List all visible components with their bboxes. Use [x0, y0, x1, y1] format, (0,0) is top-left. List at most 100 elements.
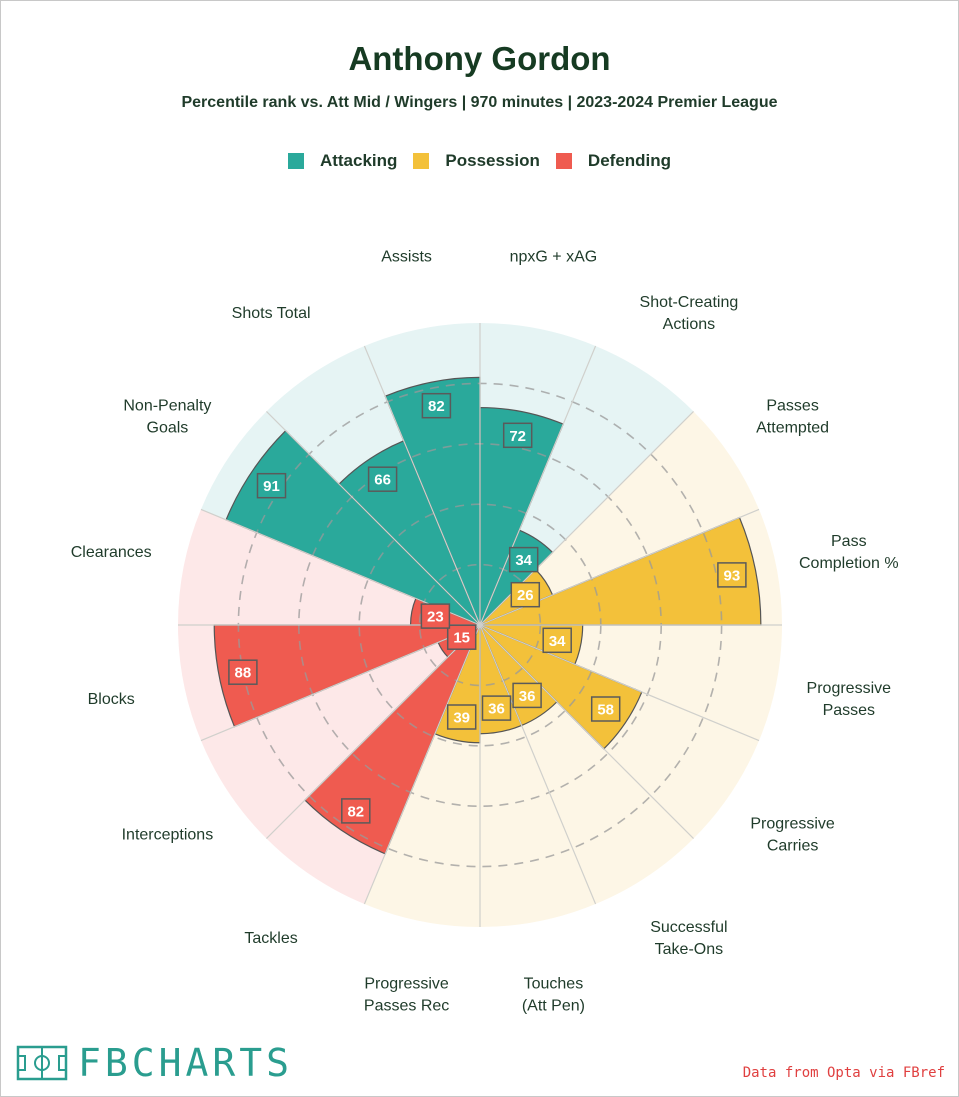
value-text: 82	[428, 398, 445, 415]
value-text: 58	[597, 702, 614, 719]
value-text: 26	[517, 587, 534, 604]
metric-label-progressive-passes-rec: Progressive Passes Rec	[364, 975, 449, 1014]
value-text: 88	[235, 665, 252, 682]
metric-label-touches-att-pen: Touches (Att Pen)	[522, 975, 585, 1014]
metric-label-progressive-passes: Progressive Passes	[807, 680, 892, 719]
value-box	[717, 562, 747, 588]
value-label-interceptions: 15	[446, 624, 477, 650]
metric-label-line: Passes	[766, 398, 818, 415]
metric-label-line: Shot-Creating	[640, 294, 739, 311]
metric-label-clearances: Clearances	[71, 544, 152, 561]
legend-item-defending: Defending	[555, 151, 672, 171]
value-box	[421, 392, 452, 419]
fbcharts-logo: FBCHARTS	[16, 1041, 294, 1085]
metric-label-npxg-xag: npxG + xAG	[510, 249, 598, 266]
metric-label-progressive-carries: Progressive Carries	[750, 815, 835, 854]
sector-dividers	[178, 323, 782, 927]
sector-divider	[479, 345, 597, 626]
value-text: 23	[427, 609, 444, 626]
metric-label-line: Progressive	[807, 680, 892, 697]
metric-label-line: Touches	[524, 975, 584, 992]
sector-divider	[479, 624, 694, 839]
metric-label-non-penalty-goals: Non-Penalty Goals	[123, 398, 211, 437]
metric-label-line: Take-Ons	[655, 941, 723, 958]
value-text: 91	[263, 478, 280, 495]
metric-label-line: Progressive	[750, 815, 835, 832]
sector-divider	[479, 624, 597, 905]
metric-label-line: Non-Penalty	[123, 398, 211, 415]
legend-swatch-defending	[555, 153, 572, 169]
metric-label-line: Attempted	[756, 420, 829, 437]
legend: Attacking Possession Defending	[0, 150, 959, 172]
value-box	[512, 682, 542, 709]
metric-label-pass-completion: Pass Completion %	[799, 533, 899, 572]
value-box	[508, 546, 539, 573]
metric-label-line: Actions	[663, 316, 715, 333]
metric-label-line: Clearances	[71, 544, 152, 561]
value-text: 34	[549, 633, 566, 650]
value-text: 93	[724, 567, 741, 584]
value-text: 82	[347, 803, 364, 820]
chart-title: Anthony Gordon	[348, 40, 611, 77]
value-label-pass-completion: 93	[717, 562, 747, 588]
value-label-assists: 82	[421, 392, 452, 419]
value-box	[510, 581, 541, 608]
legend-label-attacking: Attacking	[319, 151, 398, 170]
value-label-progressive-carries: 58	[590, 696, 621, 722]
value-box	[256, 472, 287, 499]
logo-text: FBCHARTS	[78, 1041, 294, 1085]
bg-wedge-interceptions	[200, 625, 481, 839]
sector-divider	[266, 411, 481, 626]
sector-divider	[266, 624, 481, 839]
value-box	[590, 696, 621, 722]
metric-label-line: Assists	[381, 249, 432, 266]
chart-subtitle: Percentile rank vs. Att Mid / Wingers | …	[181, 94, 778, 111]
value-text: 66	[374, 472, 391, 489]
value-box	[446, 624, 477, 650]
value-labels: 72 34 26 93 34 58 36 36 39 82 15 88 23 91 66 82	[228, 392, 747, 824]
value-box	[542, 627, 572, 654]
legend-label-possession: Possession	[445, 151, 540, 170]
metric-label-line: Carries	[767, 837, 819, 854]
legend-label-defending: Defending	[587, 151, 672, 170]
metric-label-shots-total: Shots Total	[232, 305, 311, 322]
value-label-non-penalty-goals: 91	[256, 472, 287, 499]
pitch-icon	[16, 1045, 68, 1081]
value-label-tackles: 82	[341, 798, 371, 824]
metric-label-interceptions: Interceptions	[122, 826, 214, 843]
metric-label-line: Interceptions	[122, 826, 214, 843]
bg-wedge-clearances	[178, 509, 480, 625]
metric-label-line: Shots Total	[232, 305, 311, 322]
sector-divider	[363, 345, 481, 626]
metric-label-successful-take-ons: Successful Take-Ons	[650, 919, 727, 958]
metric-label-line: Goals	[147, 420, 189, 437]
metric-label-line: Passes Rec	[364, 997, 449, 1014]
value-text: 36	[488, 701, 505, 718]
value-text: 39	[453, 710, 470, 727]
metric-label-tackles: Tackles	[244, 930, 297, 947]
legend-item-attacking: Attacking	[287, 151, 398, 171]
value-box	[446, 704, 477, 730]
legend-item-possession: Possession	[413, 151, 540, 171]
value-text: 15	[453, 630, 470, 647]
value-label-passes-attempted: 26	[510, 581, 541, 608]
metric-label-passes-attempted: Passes Attempted	[756, 398, 829, 437]
value-box	[502, 422, 533, 449]
metric-label-line: Progressive	[364, 975, 449, 992]
value-text: 34	[515, 552, 532, 569]
metric-label-line: npxG + xAG	[510, 249, 598, 266]
data-source: Data from Opta via FBref	[742, 1065, 945, 1081]
value-box	[228, 659, 258, 685]
metric-label-blocks: Blocks	[88, 691, 135, 708]
sector-divider	[479, 624, 760, 742]
metric-label-shot-creating-actions: Shot-Creating Actions	[640, 294, 739, 333]
value-label-shot-creating-actions: 34	[508, 546, 539, 573]
metric-label-line: Pass	[831, 533, 867, 550]
value-label-blocks: 88	[228, 659, 258, 685]
value-text: 36	[519, 688, 536, 705]
value-label-progressive-passes: 34	[542, 627, 572, 654]
metric-label-line: Blocks	[88, 691, 135, 708]
value-label-clearances: 23	[420, 603, 451, 629]
sector-divider	[363, 624, 481, 905]
bg-wedge-passes-attempted	[480, 411, 760, 625]
